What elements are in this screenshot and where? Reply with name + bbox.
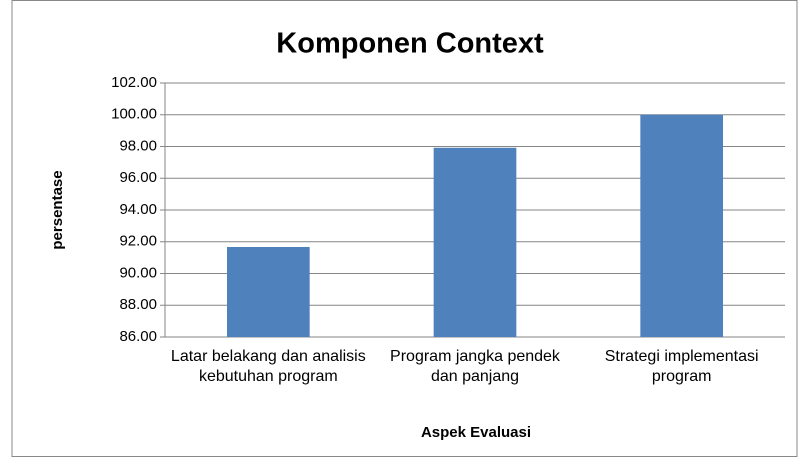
bar [433,147,517,337]
y-tick-label: 92.00 [119,233,157,250]
x-axis-title: Aspek Evaluasi [421,424,531,441]
x-tick-label: Strategi implementasi program [604,348,759,385]
y-tick-label: 100.00 [111,106,157,123]
y-tick-label: 94.00 [119,201,157,218]
y-tick-label: 90.00 [119,264,157,281]
bar [640,114,723,337]
bar [227,246,310,337]
x-tick-label: Program jangka pendek dan panjang [390,348,560,385]
y-tick-label: 96.00 [119,169,157,186]
y-tick-label: 86.00 [119,328,157,345]
y-tick-label: 88.00 [119,296,157,313]
y-axis-title: persentase [49,170,66,249]
y-tick-label: 102.00 [111,74,157,91]
chart-title: Komponen Context [276,28,544,60]
x-tick-label: Latar belakang dan analisis kebutuhan pr… [170,348,366,385]
y-tick-label: 98.00 [119,137,157,154]
